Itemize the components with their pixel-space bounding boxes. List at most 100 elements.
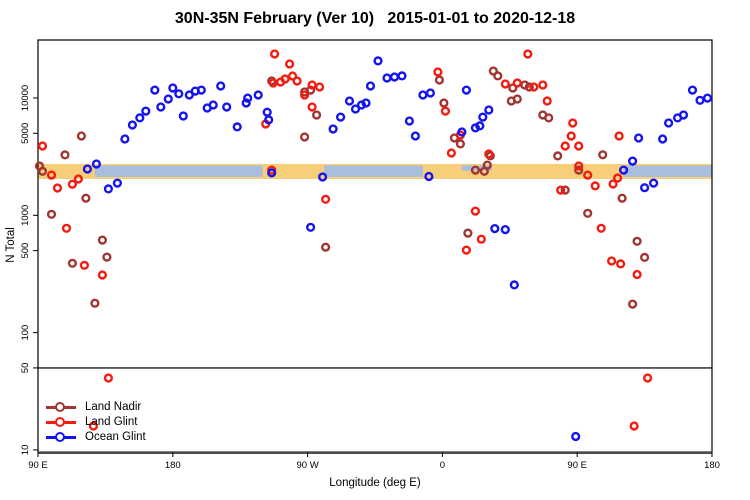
- data-point-land-glint: [67, 179, 78, 189]
- data-point-land-glint: [61, 223, 72, 233]
- data-point-ocean-glint: [184, 90, 194, 100]
- data-point-land-nadir: [632, 236, 642, 246]
- data-point-ocean-glint: [648, 178, 659, 188]
- data-point-land-nadir: [544, 113, 554, 123]
- data-point-ocean-glint: [702, 93, 713, 103]
- data-point-land-nadir: [463, 228, 473, 238]
- data-point-land-nadir: [46, 209, 57, 219]
- data-point-land-glint: [433, 67, 443, 77]
- data-point-ocean-glint: [410, 131, 421, 141]
- data-point-land-glint: [276, 77, 286, 87]
- data-point-land-nadir: [300, 132, 310, 142]
- plot-border: [37, 39, 713, 453]
- data-point-land-glint: [523, 49, 533, 59]
- data-point-land-glint: [596, 223, 606, 233]
- legend-circle-icon: [55, 416, 65, 427]
- data-point-land-glint: [88, 421, 99, 431]
- data-point-land-glint: [461, 245, 472, 255]
- data-point-land-glint: [614, 131, 624, 141]
- data-point-land-glint: [560, 141, 570, 151]
- x-tick-label: 90 E: [567, 460, 587, 471]
- data-point-land-glint: [566, 131, 576, 141]
- data-point-land-glint: [52, 183, 63, 193]
- data-point-ocean-glint: [127, 120, 138, 130]
- data-point-ocean-glint: [687, 85, 698, 95]
- y-tick-label: 5000: [20, 123, 31, 144]
- data-point-ocean-glint: [475, 121, 485, 131]
- data-point-ocean-glint: [328, 124, 338, 134]
- data-point-ocean-glint: [509, 280, 519, 290]
- data-point-land-nadir: [560, 185, 570, 195]
- y-tick-label: 10: [20, 445, 31, 456]
- data-point-land-nadir: [306, 85, 316, 95]
- data-point-land-glint: [300, 90, 310, 100]
- data-point-ocean-glint: [639, 183, 650, 193]
- data-point-land-nadir: [488, 66, 498, 76]
- data-point-ocean-glint: [141, 106, 151, 116]
- data-point-land-glint: [615, 259, 626, 269]
- data-point-ocean-glint: [350, 104, 361, 114]
- data-point-land-glint: [470, 206, 481, 216]
- x-axis-label: Longitude (deg E): [329, 477, 421, 489]
- data-point-land-glint: [583, 170, 593, 180]
- legend-item-label: Land Nadir: [85, 401, 142, 413]
- data-point-land-glint: [629, 421, 639, 431]
- data-point-ocean-glint: [168, 83, 178, 93]
- data-point-ocean-glint: [457, 127, 467, 137]
- data-point-ocean-glint: [404, 116, 415, 126]
- data-point-land-glint: [292, 76, 302, 86]
- data-point-ocean-glint: [484, 105, 494, 115]
- data-point-ocean-glint: [216, 81, 226, 91]
- legend-marker-icon: [46, 431, 76, 442]
- legend-item-land-nadir: Land Nadir: [46, 400, 146, 415]
- data-point-ocean-glint: [361, 98, 371, 108]
- data-point-land-nadir: [81, 193, 91, 203]
- blue-band-segment: [324, 165, 423, 178]
- x-tick-label: 180: [704, 460, 720, 471]
- data-point-land-nadir: [90, 298, 100, 308]
- data-point-land-glint: [315, 82, 325, 92]
- plot-title: 30N-35N February (Ver 10) 2015-01-01 to …: [174, 10, 576, 27]
- data-point-ocean-glint: [500, 225, 510, 235]
- data-point-ocean-glint: [365, 81, 376, 91]
- data-point-land-glint: [574, 161, 584, 171]
- data-point-land-nadir: [455, 139, 466, 149]
- data-point-land-glint: [590, 181, 600, 191]
- data-point-land-glint: [612, 173, 623, 183]
- data-point-ocean-glint: [356, 100, 367, 110]
- data-point-ocean-glint: [373, 56, 383, 66]
- data-point-land-glint: [538, 80, 548, 90]
- data-point-ocean-glint: [163, 94, 173, 104]
- data-point-ocean-glint: [627, 156, 638, 166]
- data-point-ocean-glint: [397, 71, 407, 81]
- legend-circle-icon: [55, 431, 65, 442]
- data-point-land-glint: [484, 149, 494, 159]
- y-tick-label: 10000: [20, 85, 31, 111]
- data-point-ocean-glint: [318, 172, 328, 182]
- data-point-ocean-glint: [657, 134, 668, 144]
- data-point-land-glint: [73, 174, 84, 184]
- data-point-land-nadir: [37, 166, 48, 176]
- data-point-ocean-glint: [208, 100, 218, 110]
- x-tick-label: 180: [165, 460, 181, 471]
- data-point-ocean-glint: [253, 90, 263, 100]
- legend: Land Nadir Land Glint Ocean Glint: [46, 400, 146, 445]
- data-point-ocean-glint: [490, 224, 500, 234]
- data-point-ocean-glint: [633, 133, 644, 143]
- data-point-ocean-glint: [232, 122, 242, 132]
- data-point-ocean-glint: [243, 93, 253, 103]
- data-point-land-glint: [103, 373, 114, 383]
- data-point-land-glint: [307, 80, 317, 90]
- data-point-ocean-glint: [678, 110, 689, 120]
- legend-item-label: Land Glint: [85, 416, 138, 428]
- data-point-ocean-glint: [196, 85, 206, 95]
- data-point-land-glint: [46, 170, 57, 180]
- data-point-ocean-glint: [306, 222, 316, 232]
- data-point-ocean-glint: [663, 118, 674, 128]
- data-point-land-glint: [574, 141, 584, 151]
- data-point-land-nadir: [434, 75, 445, 85]
- data-point-ocean-glint: [267, 168, 277, 178]
- data-point-ocean-glint: [478, 112, 488, 122]
